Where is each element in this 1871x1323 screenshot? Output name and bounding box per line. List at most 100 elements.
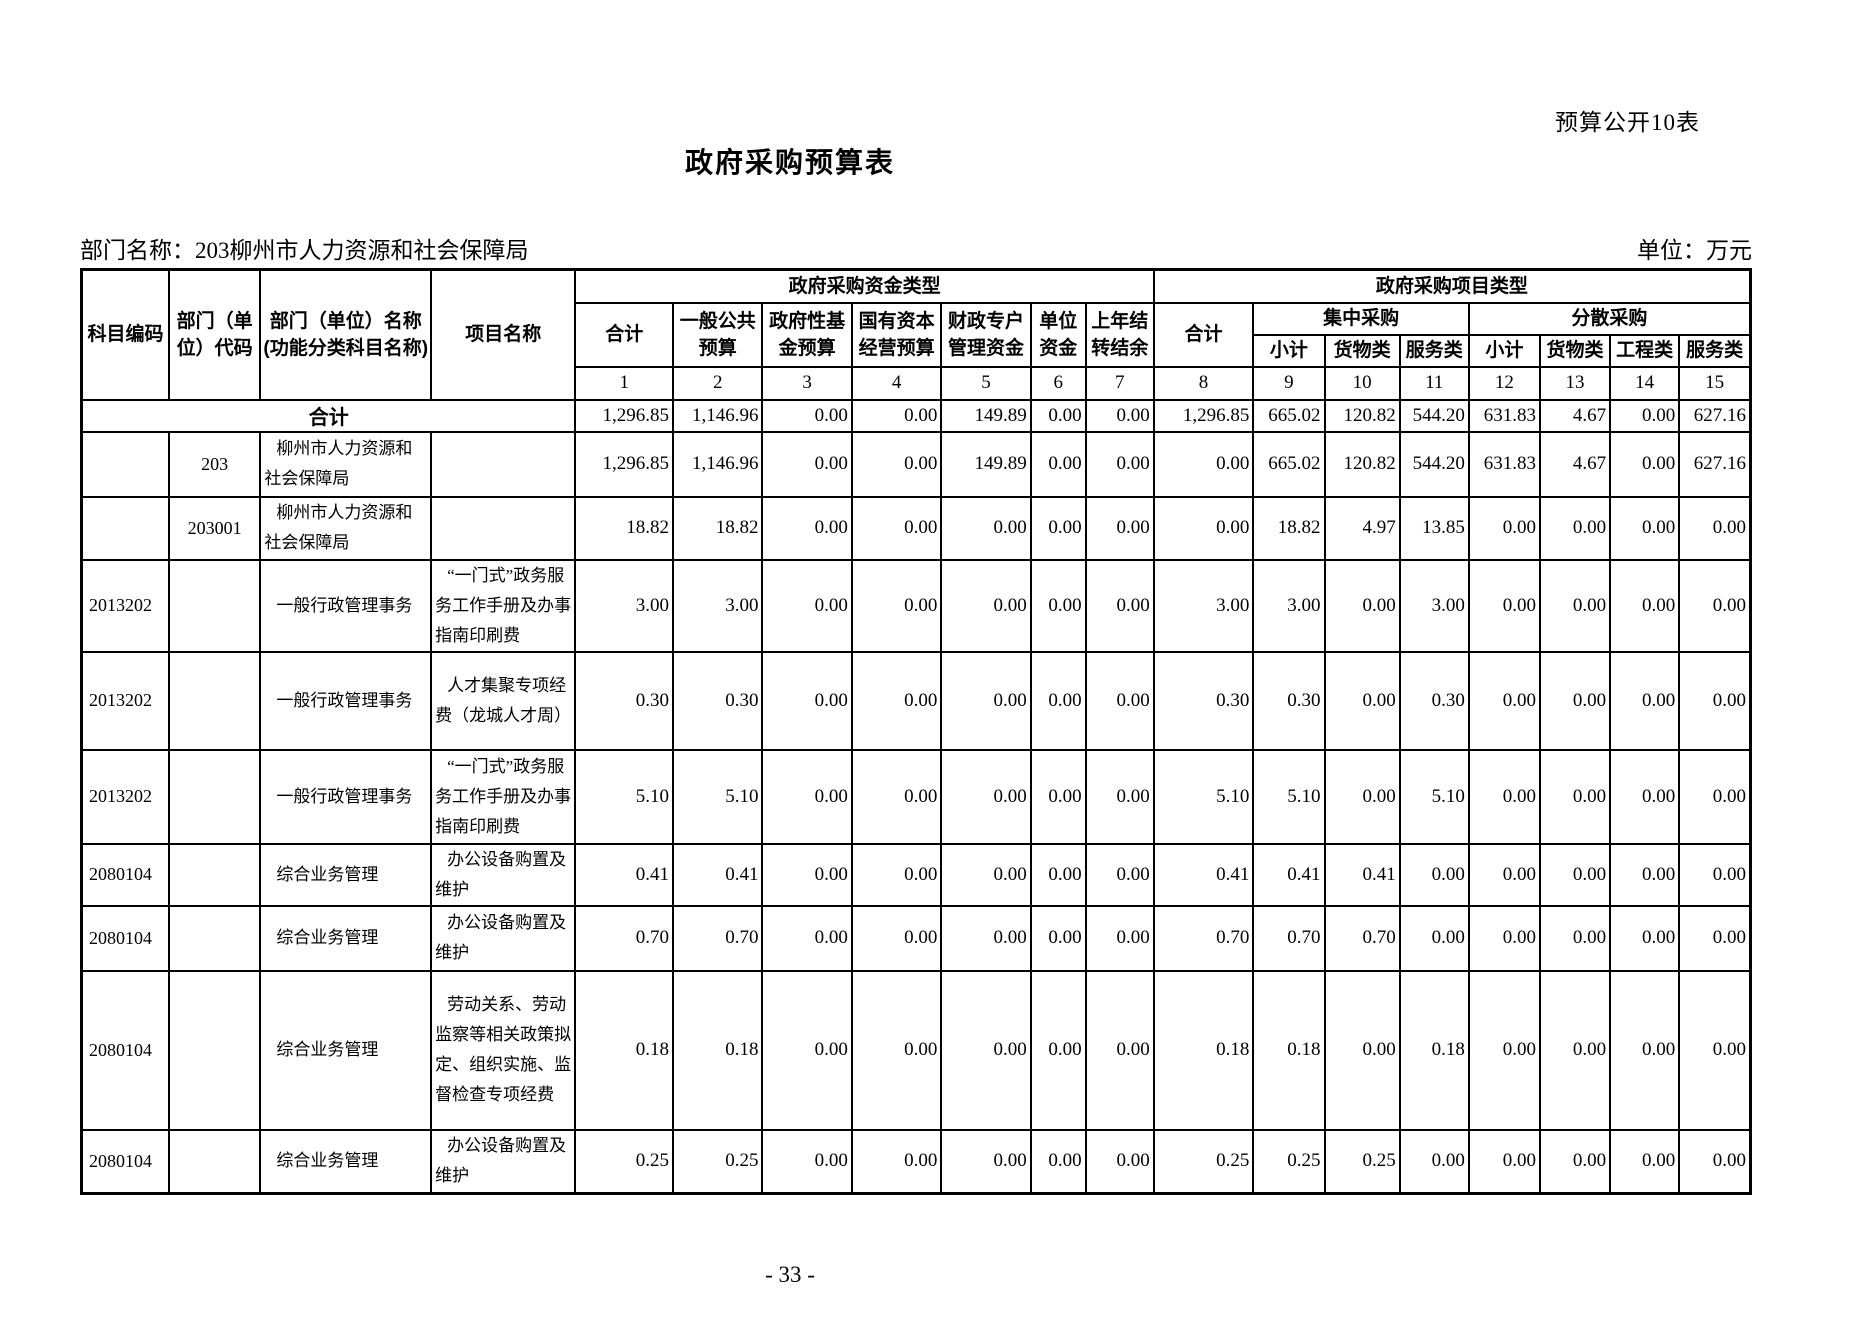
subject-code-cell: 2013202 <box>80 748 170 845</box>
value-cell: 3.00 <box>672 558 764 653</box>
value-cell: 0.30 <box>1152 650 1255 751</box>
value-cell: 0.41 <box>1152 842 1255 907</box>
table-row: 203 柳州市人力资源和社会保障局 1,296.85 1,146.96 0.00… <box>80 430 1752 498</box>
col-header-total-fund: 合计 <box>574 301 675 368</box>
value-cell: 544.20 <box>1398 430 1470 498</box>
table-row: 2080104 综合业务管理 办公设备购置及维护 0.70 0.70 0.00 … <box>80 904 1752 972</box>
col-header-decentralized-goods: 货物类 <box>1538 333 1612 368</box>
value-cell: 0.00 <box>1084 904 1155 972</box>
value-cell: 1,146.96 <box>672 398 764 433</box>
group-header-project-type: 政府采购项目类型 <box>1152 268 1752 304</box>
value-cell: 18.82 <box>672 495 764 561</box>
value-cell: 0.00 <box>1467 558 1541 653</box>
value-cell: 0.00 <box>761 430 853 498</box>
value-cell: 0.00 <box>1678 904 1752 972</box>
value-cell: 0.00 <box>1029 748 1087 845</box>
col-header-centralized-services: 服务类 <box>1398 333 1470 368</box>
value-cell: 0.00 <box>1538 558 1612 653</box>
col-number: 5 <box>940 365 1032 401</box>
value-cell: 0.70 <box>1323 904 1401 972</box>
value-cell: 627.16 <box>1678 398 1752 433</box>
meta-row: 部门名称：203柳州市人力资源和社会保障局 单位：万元 <box>80 231 1752 265</box>
value-cell: 5.10 <box>574 748 675 845</box>
value-cell: 0.41 <box>1323 842 1401 907</box>
value-cell: 0.00 <box>1609 650 1681 751</box>
value-cell: 665.02 <box>1252 398 1326 433</box>
sheet-label: 预算公开10表 <box>1555 110 1700 135</box>
dept-code-cell <box>167 842 262 907</box>
subject-code-cell: 2080104 <box>80 842 170 907</box>
department-name: 部门名称：203柳州市人力资源和社会保障局 <box>80 238 529 263</box>
header-group-row: 科目编码 部门（单 位）代码 部门（单位）名称 (功能分类科目名称) 项目名称 … <box>80 268 1752 401</box>
value-cell: 5.10 <box>1152 748 1255 845</box>
value-cell: 0.00 <box>761 904 853 972</box>
value-cell: 0.00 <box>761 748 853 845</box>
value-cell: 0.00 <box>1084 430 1155 498</box>
project-name-cell: 劳动关系、劳动监察等相关政策拟定、组织实施、监督检查专项经费 <box>430 969 577 1131</box>
value-cell: 0.00 <box>1538 650 1612 751</box>
value-cell: 0.00 <box>850 969 943 1131</box>
project-name-cell <box>430 430 577 498</box>
value-cell: 0.00 <box>761 650 853 751</box>
value-cell: 0.25 <box>1252 1128 1326 1195</box>
value-cell: 0.18 <box>1398 969 1470 1131</box>
table-row: 2080104 综合业务管理 办公设备购置及维护 0.25 0.25 0.00 … <box>80 1128 1752 1195</box>
col-header-decentralized-services: 服务类 <box>1678 333 1752 368</box>
value-cell: 0.00 <box>1084 495 1155 561</box>
col-header-decentralized-subtotal: 小计 <box>1467 333 1541 368</box>
value-cell: 0.00 <box>1538 969 1612 1131</box>
value-cell: 149.89 <box>940 398 1032 433</box>
value-cell: 0.00 <box>1678 558 1752 653</box>
dept-code-cell <box>167 904 262 972</box>
value-cell: 0.00 <box>940 842 1032 907</box>
dept-name-cell: 综合业务管理 <box>259 842 433 907</box>
value-cell: 0.00 <box>1029 969 1087 1131</box>
col-header-gov-fund-budget: 政府性基 金预算 <box>761 301 853 368</box>
value-cell: 0.00 <box>1084 650 1155 751</box>
dept-code-cell <box>167 558 262 653</box>
value-cell: 0.00 <box>850 1128 943 1195</box>
page-title: 政府采购预算表 <box>684 147 895 178</box>
value-cell: 0.00 <box>1398 904 1470 972</box>
project-name-cell: 办公设备购置及维护 <box>430 842 577 907</box>
value-cell: 0.00 <box>1467 842 1541 907</box>
value-cell: 5.10 <box>1252 748 1326 845</box>
value-cell: 0.00 <box>761 1128 853 1195</box>
value-cell: 3.00 <box>1398 558 1470 653</box>
row-label-cell: 合计 <box>80 398 577 433</box>
value-cell: 4.97 <box>1323 495 1401 561</box>
value-cell: 0.00 <box>1467 969 1541 1131</box>
value-cell: 0.00 <box>850 495 943 561</box>
value-cell: 0.00 <box>1152 495 1255 561</box>
value-cell: 4.67 <box>1538 430 1612 498</box>
value-cell: 0.00 <box>1609 495 1681 561</box>
value-cell: 0.70 <box>574 904 675 972</box>
value-cell: 0.00 <box>1398 842 1470 907</box>
col-header-total-project: 合计 <box>1152 301 1255 368</box>
dept-name-cell: 柳州市人力资源和社会保障局 <box>259 430 433 498</box>
value-cell: 0.00 <box>1084 969 1155 1131</box>
value-cell: 0.00 <box>1609 558 1681 653</box>
value-cell: 0.25 <box>574 1128 675 1195</box>
col-number: 11 <box>1398 365 1470 401</box>
subject-code-cell: 2080104 <box>80 969 170 1131</box>
value-cell: 0.25 <box>672 1128 764 1195</box>
col-header-unit-funds: 单位 资金 <box>1029 301 1087 368</box>
value-cell: 0.00 <box>1029 904 1087 972</box>
col-header-general-budget: 一般公共 预算 <box>672 301 764 368</box>
value-cell: 0.00 <box>1084 558 1155 653</box>
value-cell: 0.00 <box>1609 969 1681 1131</box>
value-cell: 0.00 <box>850 430 943 498</box>
value-cell: 0.00 <box>940 558 1032 653</box>
page-number: - 33 - <box>765 1262 815 1287</box>
header-sub-row-2: 小计 货物类 服务类 小计 货物类 工程类 服务类 <box>82 333 1752 368</box>
value-cell: 0.00 <box>1398 1128 1470 1195</box>
value-cell: 0.00 <box>1678 495 1752 561</box>
value-cell: 665.02 <box>1252 430 1326 498</box>
col-header-project-name: 项目名称 <box>430 268 577 401</box>
value-cell: 0.00 <box>761 842 853 907</box>
value-cell: 18.82 <box>1252 495 1326 561</box>
col-number: 10 <box>1323 365 1401 401</box>
value-cell: 0.00 <box>850 398 943 433</box>
dept-name-cell: 综合业务管理 <box>259 969 433 1131</box>
